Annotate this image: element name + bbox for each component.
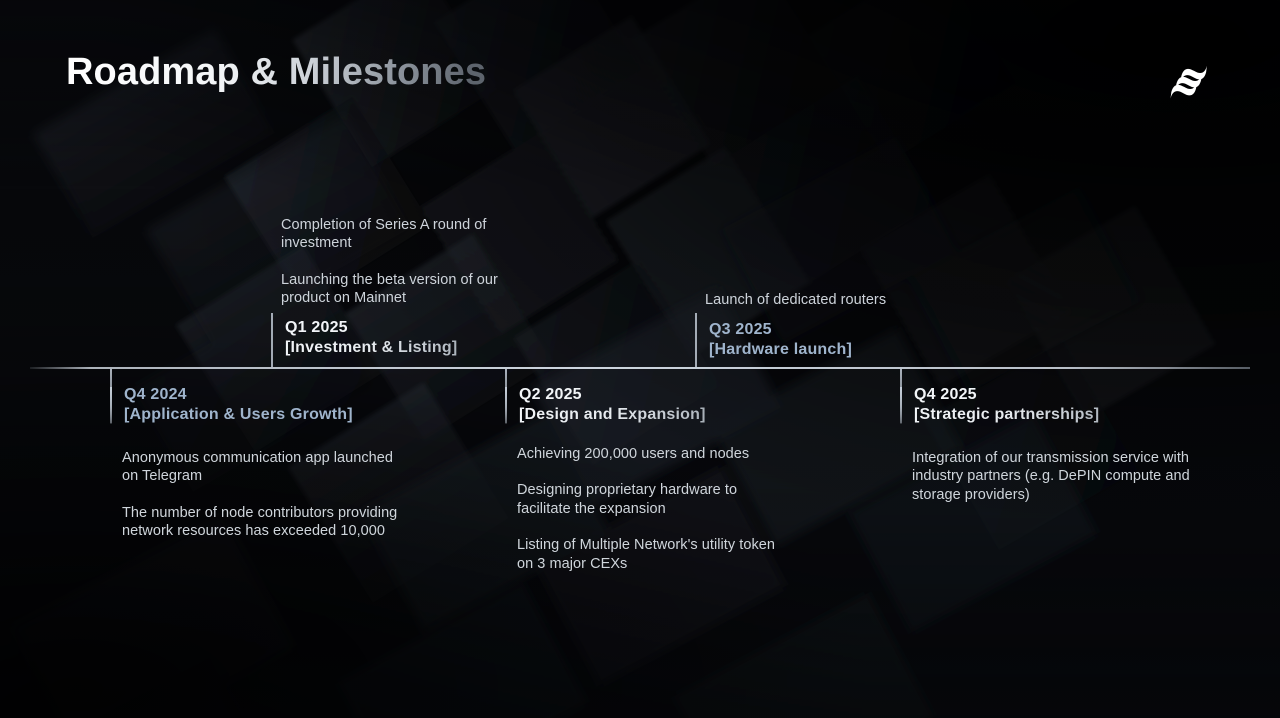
bullet-item: Launch of dedicated routers <box>705 292 887 308</box>
milestone-q3-2025: Launch of dedicated routers Q3 2025 [Har… <box>705 291 985 360</box>
milestone-heading: Q1 2025 [Investment & Listing] <box>271 318 541 358</box>
timeline-tick-q1-2025 <box>271 313 273 367</box>
milestone-tag: [Design and Expansion] <box>519 405 790 425</box>
milestone-tag: [Investment & Listing] <box>285 338 541 358</box>
timeline-axis <box>30 367 1250 369</box>
bullet-item: Completion of Series A round of investme… <box>281 217 487 252</box>
milestone-bullets: Integration of our transmission service … <box>900 449 1200 504</box>
milestone-q1-2025: Completion of Series A round of investme… <box>281 216 541 358</box>
milestone-tag: [Strategic partnerships] <box>914 405 1200 425</box>
milestone-heading: Q4 2024 [Application & Users Growth] <box>110 385 400 425</box>
page-title: Roadmap & Milestones <box>66 51 487 93</box>
milestone-tag: [Hardware launch] <box>709 341 852 359</box>
milestone-heading: Q4 2025 [Strategic partnerships] <box>900 385 1200 425</box>
milestone-quarter: Q1 2025 <box>285 318 348 336</box>
milestone-heading: Q2 2025 [Design and Expansion] <box>505 385 790 425</box>
milestone-quarter: Q4 2024 <box>124 386 187 403</box>
milestone-q4-2025: Q4 2025 [Strategic partnerships] Integra… <box>900 385 1200 504</box>
milestone-quarter: Q3 2025 <box>709 321 772 339</box>
milestone-q2-2025: Q2 2025 [Design and Expansion] Achieving… <box>505 385 790 573</box>
milestone-tag: [Application & Users Growth] <box>124 406 353 423</box>
milestone-quarter: Q2 2025 <box>519 386 582 403</box>
bullet-item: Achieving 200,000 users and nodes <box>517 446 750 462</box>
milestone-accent-bar <box>505 387 507 423</box>
milestone-quarter: Q4 2025 <box>914 386 977 403</box>
milestone-bullets: Completion of Series A round of investme… <box>281 216 541 308</box>
bullet-item: Integration of our transmission service … <box>912 450 1190 503</box>
wave-logo-icon <box>1165 57 1221 103</box>
bullet-item: Launching the beta version of our produc… <box>281 271 498 307</box>
milestone-accent-bar <box>900 387 902 423</box>
milestone-heading: Q3 2025 [Hardware launch] <box>695 320 985 360</box>
milestone-bullets: Achieving 200,000 users and nodes Design… <box>505 445 790 573</box>
milestone-accent-bar <box>110 387 112 423</box>
bullet-item: Anonymous communication app launched on … <box>122 450 394 485</box>
bullet-item: Designing proprietary hardware to facili… <box>517 482 738 517</box>
bullet-item: Listing of Multiple Network's utility to… <box>517 537 775 572</box>
bullet-item: The number of node contributors providin… <box>122 504 398 540</box>
milestone-q4-2024: Q4 2024 [Application & Users Growth] Ano… <box>110 385 400 541</box>
milestone-bullets: Anonymous communication app launched on … <box>110 449 400 541</box>
timeline-tick-q3-2025 <box>695 313 697 367</box>
milestone-bullets: Launch of dedicated routers <box>705 291 985 309</box>
